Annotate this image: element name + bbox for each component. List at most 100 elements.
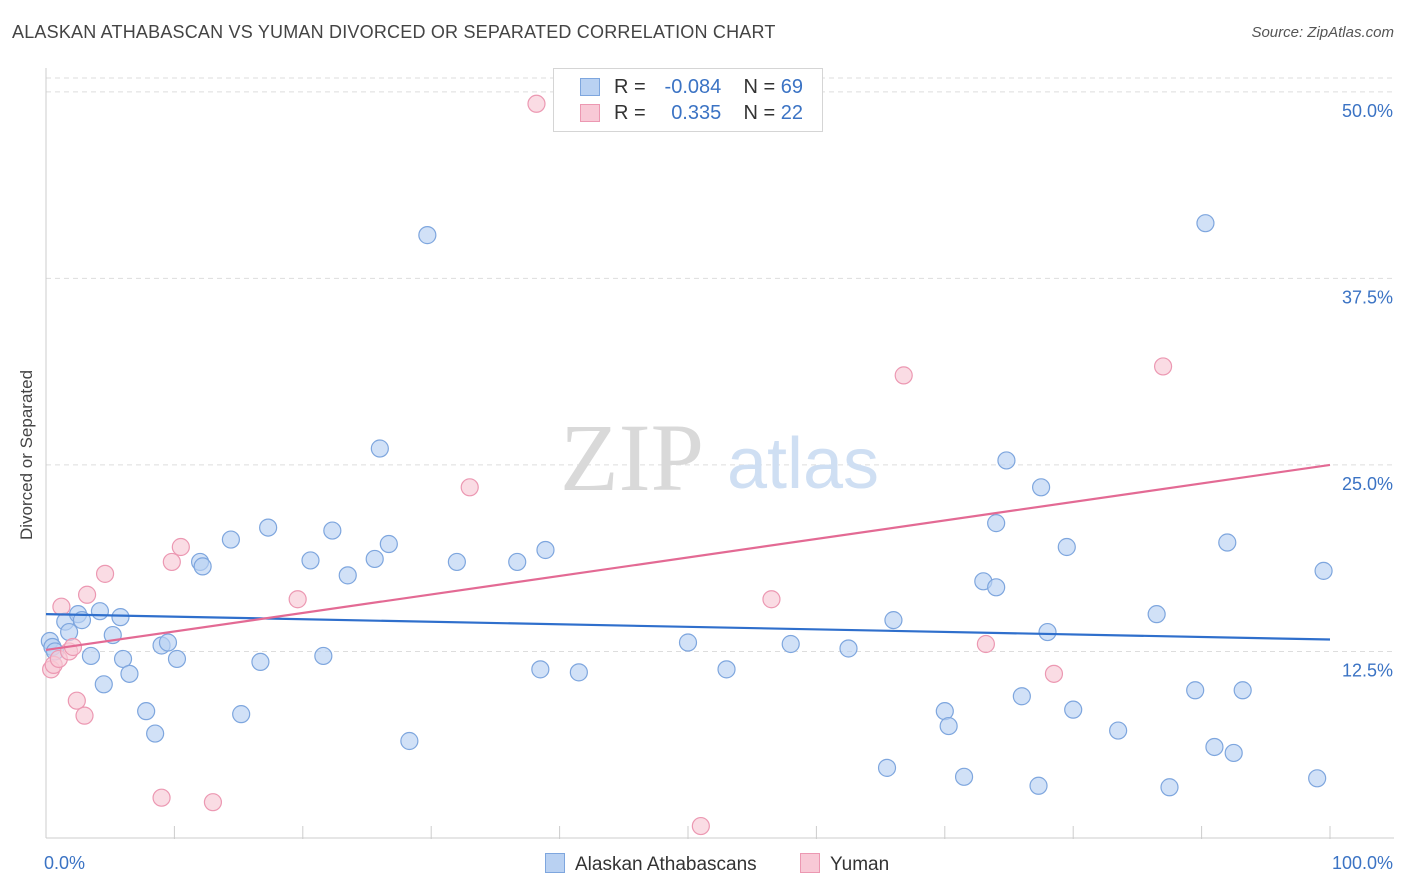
yuman-trend-line [45,463,1331,652]
yuman-point [691,816,710,836]
athabascan-point [939,716,958,736]
athabascan-point [987,578,1006,597]
yuman-point [288,590,307,609]
athabascan-point [536,540,555,560]
athabascan-point [781,634,800,654]
yuman-point [52,597,71,616]
bottom-legend-yuman: Yuman [800,853,889,876]
yuman-point [171,537,190,557]
yuman-point [762,590,781,609]
athabascan-point [90,602,110,621]
athabascan-point [987,514,1006,533]
athabascan-point [531,660,550,679]
yuman-point [1044,664,1064,683]
yuman-point [67,691,86,710]
athabascan-point [370,439,389,458]
athabascan-point [418,226,437,245]
athabascan-point [167,649,187,669]
athabascan-point [1205,737,1224,757]
athabascan-point [1038,622,1057,642]
yuman-point [527,94,546,113]
legend-swatch-pink [580,104,600,122]
athabascan-point [1186,681,1205,700]
legend-r-label: R = [614,76,646,98]
athabascan-point [120,664,139,683]
athabascan-point [569,663,588,682]
x-tick-label-min: 0.0% [44,853,85,873]
yuman-point [75,706,94,725]
yuman-point [894,366,913,385]
athabascan-point [1196,214,1215,233]
athabascan-point [379,534,398,554]
athabascan-point [997,451,1016,470]
legend-n-value: 69 [780,76,803,98]
x-tick-label-max: 100.0% [1332,853,1393,873]
athabascan-point [94,675,113,694]
source-credit: Source: ZipAtlas.com [1251,24,1394,41]
yuman-point [1153,357,1173,376]
athabascan-point [137,702,156,721]
athabascan-point [1147,605,1166,624]
athabascan-point [935,702,954,721]
athabascan-point [1057,537,1076,557]
athabascan-point [323,521,342,540]
athabascan-point [60,622,79,642]
athabascan-point [1109,721,1128,740]
grid [46,77,1394,652]
legend-n-label: N = [743,102,776,124]
bottom-legend-athabascan: Alaskan Athabascans [545,853,757,876]
athabascan-point [447,552,466,572]
yuman-point [95,564,115,583]
athabascan-point [1031,478,1051,497]
athabascan-point [1064,700,1083,719]
legend-r-value: 0.335 [671,102,722,124]
athabascan-point [221,530,240,549]
chart-title: ALASKAN ATHABASCAN VS YUMAN DIVORCED OR … [12,22,776,42]
yuman-point [162,552,181,572]
y-tick-label: 37.5% [1342,287,1393,307]
athabascan-point [877,758,897,777]
athabascan-point [1218,533,1237,552]
axes [45,68,1394,839]
athabascan-point [259,518,278,537]
legend-swatch-blue [545,853,565,873]
athabascan-point [839,639,858,658]
athabascan-point [314,646,333,666]
watermark-zip: ZIP [560,404,704,511]
athabascan-point [251,652,270,672]
yuman-point [203,793,223,812]
watermark-atlas: atlas [727,424,879,504]
legend-r-label: R = [614,102,646,124]
y-tick-label: 12.5% [1342,660,1393,680]
athabascan-point [338,566,357,585]
athabascan-point [81,646,101,666]
athabascan-point [1160,778,1179,797]
legend-swatch-pink [800,853,820,873]
y-tick-label: 25.0% [1342,474,1393,494]
yuman-point [460,478,479,497]
athabascan-point [193,557,212,576]
athabascan-point [365,549,384,569]
athabascan-point [508,552,527,572]
legend-n-label: N = [743,76,776,98]
athabascan-point [232,705,251,724]
legend-n-value: 22 [780,102,803,124]
yuman-point [152,788,171,807]
athabascan-point [301,551,320,570]
stats-legend: R = -0.084 N = 69 R = 0.335 N = 22 [553,68,823,132]
athabascan-point [1233,681,1252,700]
athabascan-point [111,608,130,627]
legend-label-athabascan: Alaskan Athabascans [575,854,757,875]
y-tick-label: 50.0% [1342,101,1393,121]
athabascan-point [678,633,698,652]
athabascan-point [146,724,165,743]
athabascan-point [954,767,974,786]
athabascan-point [400,731,419,751]
legend-r-value: -0.084 [664,76,722,98]
trend-lines [45,463,1331,652]
athabascan-point [884,611,903,630]
data-points [40,94,1333,836]
athabascan-point [158,633,178,652]
athabascan-point [717,660,736,679]
yuman-point [976,634,995,654]
